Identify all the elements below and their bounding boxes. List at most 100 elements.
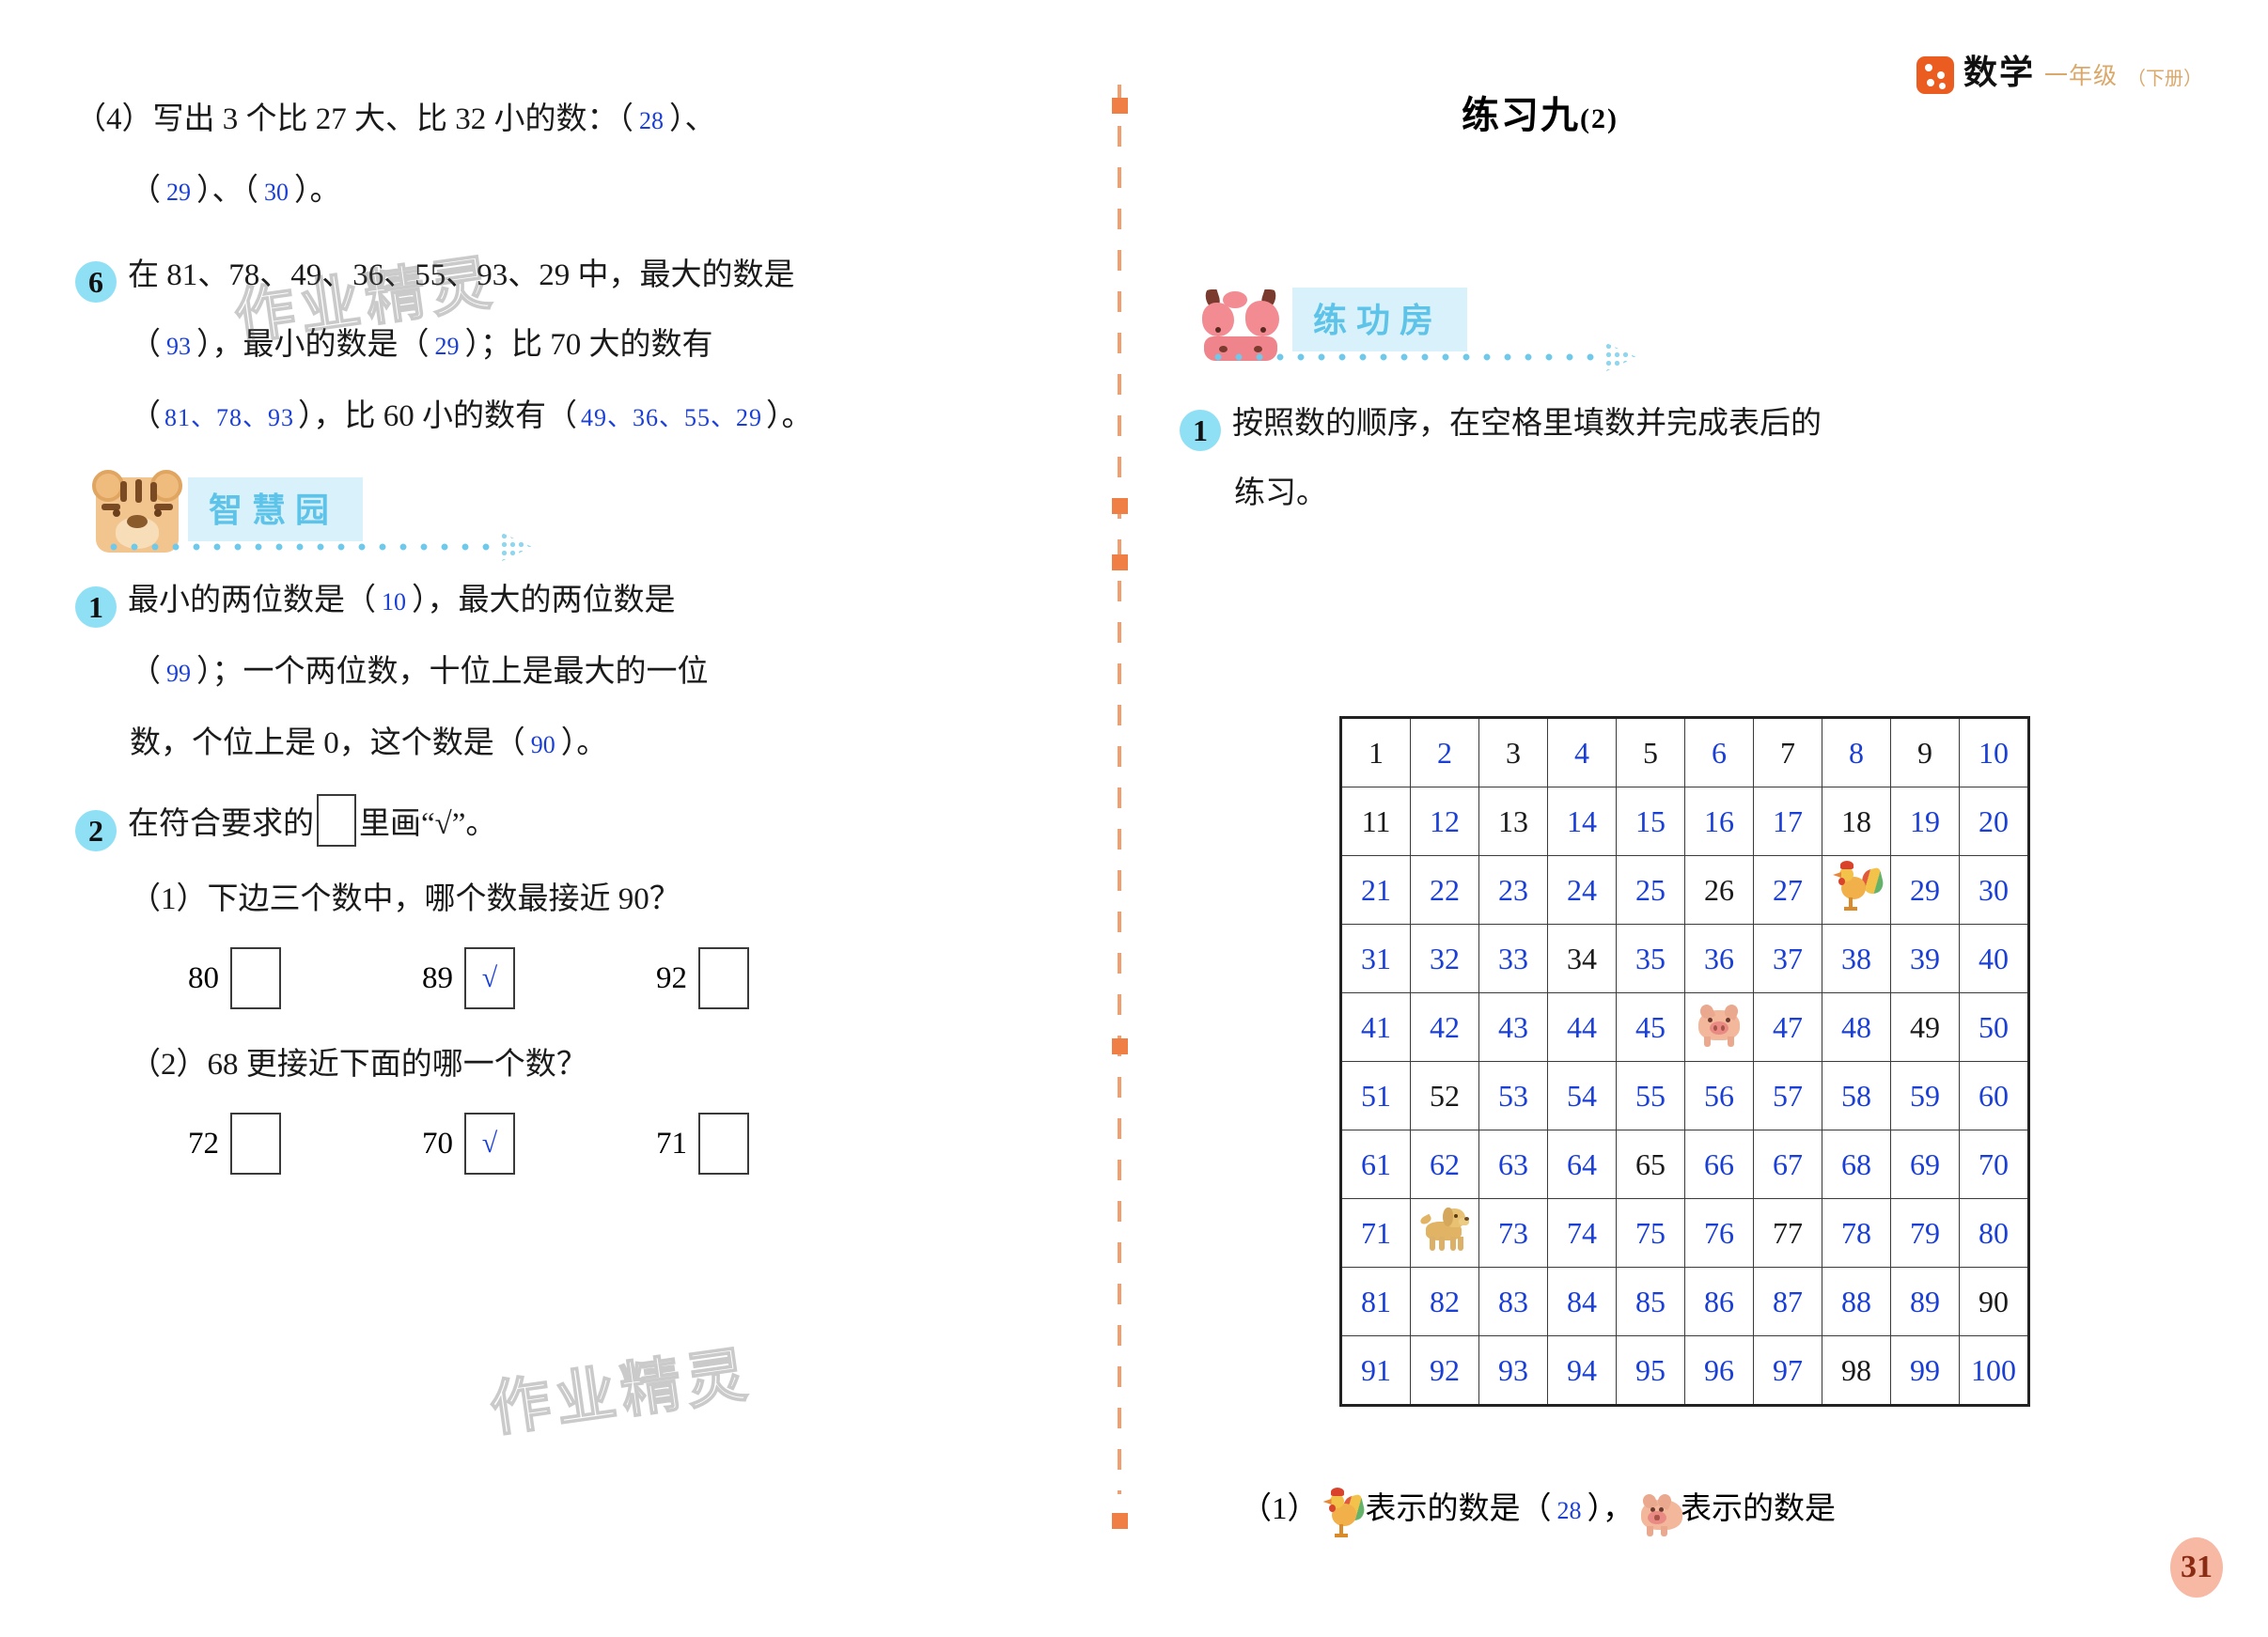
- number-cell[interactable]: 95: [1616, 1335, 1685, 1406]
- number-cell[interactable]: 94: [1547, 1335, 1617, 1406]
- number-cell[interactable]: 40: [1959, 924, 2029, 993]
- number-cell[interactable]: 98: [1822, 1335, 1891, 1406]
- choice-checkbox[interactable]: √: [464, 1113, 515, 1175]
- number-cell[interactable]: 52: [1410, 1061, 1479, 1130]
- number-cell[interactable]: 55: [1616, 1061, 1685, 1130]
- pig-icon-cell[interactable]: [1684, 992, 1754, 1062]
- q4-answer-1[interactable]: 28: [639, 107, 664, 134]
- number-cell[interactable]: 58: [1822, 1061, 1891, 1130]
- number-cell[interactable]: 92: [1410, 1335, 1479, 1406]
- number-cell[interactable]: 99: [1890, 1335, 1960, 1406]
- number-cell[interactable]: 16: [1684, 787, 1754, 856]
- rooster-icon-cell[interactable]: [1822, 855, 1891, 925]
- choice-item[interactable]: 80: [188, 947, 281, 1009]
- number-cell[interactable]: 51: [1340, 1061, 1411, 1130]
- number-cell[interactable]: 49: [1890, 992, 1960, 1062]
- number-cell[interactable]: 8: [1822, 717, 1891, 787]
- number-cell[interactable]: 100: [1959, 1335, 2029, 1406]
- number-cell[interactable]: 47: [1753, 992, 1822, 1062]
- q4-answer-2[interactable]: 29: [166, 179, 191, 206]
- number-cell[interactable]: 84: [1547, 1267, 1617, 1336]
- choice-checkbox[interactable]: √: [464, 947, 515, 1009]
- number-cell[interactable]: 50: [1959, 992, 2029, 1062]
- number-cell[interactable]: 2: [1410, 717, 1479, 787]
- number-cell[interactable]: 65: [1616, 1130, 1685, 1199]
- number-cell[interactable]: 6: [1684, 717, 1754, 787]
- number-cell[interactable]: 11: [1340, 787, 1411, 856]
- number-cell[interactable]: 67: [1753, 1130, 1822, 1199]
- number-cell[interactable]: 87: [1753, 1267, 1822, 1336]
- number-cell[interactable]: 20: [1959, 787, 2029, 856]
- choice-item[interactable]: 89 √: [422, 947, 515, 1009]
- number-cell[interactable]: 61: [1340, 1130, 1411, 1199]
- number-cell[interactable]: 57: [1753, 1061, 1822, 1130]
- choice-item[interactable]: 70 √: [422, 1113, 515, 1175]
- number-cell[interactable]: 27: [1753, 855, 1822, 925]
- number-cell[interactable]: 79: [1890, 1198, 1960, 1268]
- number-cell[interactable]: 74: [1547, 1198, 1617, 1268]
- number-cell[interactable]: 13: [1478, 787, 1548, 856]
- number-cell[interactable]: 35: [1616, 924, 1685, 993]
- number-cell[interactable]: 59: [1890, 1061, 1960, 1130]
- number-cell[interactable]: 88: [1822, 1267, 1891, 1336]
- number-cell[interactable]: 39: [1890, 924, 1960, 993]
- number-cell[interactable]: 60: [1959, 1061, 2029, 1130]
- number-cell[interactable]: 42: [1410, 992, 1479, 1062]
- wq1-answer-1[interactable]: 10: [382, 588, 406, 616]
- number-cell[interactable]: 73: [1478, 1198, 1548, 1268]
- number-cell[interactable]: 19: [1890, 787, 1960, 856]
- q6-answer-greater-70[interactable]: 81、78、93: [164, 404, 295, 431]
- number-cell[interactable]: 69: [1890, 1130, 1960, 1199]
- number-cell[interactable]: 5: [1616, 717, 1685, 787]
- number-cell[interactable]: 48: [1822, 992, 1891, 1062]
- q4-answer-3[interactable]: 30: [264, 179, 289, 206]
- dog-icon-cell[interactable]: [1410, 1198, 1479, 1268]
- number-cell[interactable]: 15: [1616, 787, 1685, 856]
- number-cell[interactable]: 23: [1478, 855, 1548, 925]
- number-cell[interactable]: 26: [1684, 855, 1754, 925]
- wq1-answer-2[interactable]: 99: [166, 660, 191, 687]
- number-cell[interactable]: 75: [1616, 1198, 1685, 1268]
- number-cell[interactable]: 81: [1340, 1267, 1411, 1336]
- number-cell[interactable]: 89: [1890, 1267, 1960, 1336]
- number-cell[interactable]: 68: [1822, 1130, 1891, 1199]
- q6-answer-less-60[interactable]: 49、36、55、29: [581, 404, 763, 431]
- number-cell[interactable]: 7: [1753, 717, 1822, 787]
- q6-answer-min[interactable]: 29: [434, 333, 460, 360]
- number-cell[interactable]: 10: [1959, 717, 2029, 787]
- number-cell[interactable]: 25: [1616, 855, 1685, 925]
- hundred-number-table[interactable]: 1 2 3 4 5 6 7 8 9 10 11 12 13 14 15 16 17 18 19 20 21 22 23 24 2…: [1339, 716, 2030, 1407]
- sub1-answer[interactable]: 28: [1556, 1497, 1582, 1524]
- number-cell[interactable]: 96: [1684, 1335, 1754, 1406]
- number-cell[interactable]: 22: [1410, 855, 1479, 925]
- number-cell[interactable]: 43: [1478, 992, 1548, 1062]
- number-cell[interactable]: 4: [1547, 717, 1617, 787]
- number-cell[interactable]: 93: [1478, 1335, 1548, 1406]
- number-cell[interactable]: 37: [1753, 924, 1822, 993]
- number-cell[interactable]: 30: [1959, 855, 2029, 925]
- number-cell[interactable]: 83: [1478, 1267, 1548, 1336]
- number-cell[interactable]: 12: [1410, 787, 1479, 856]
- number-cell[interactable]: 71: [1340, 1198, 1411, 1268]
- number-cell[interactable]: 54: [1547, 1061, 1617, 1130]
- number-cell[interactable]: 91: [1340, 1335, 1411, 1406]
- number-cell[interactable]: 34: [1547, 924, 1617, 993]
- number-cell[interactable]: 70: [1959, 1130, 2029, 1199]
- number-cell[interactable]: 76: [1684, 1198, 1754, 1268]
- number-cell[interactable]: 77: [1753, 1198, 1822, 1268]
- q6-answer-max[interactable]: 93: [166, 333, 191, 360]
- number-cell[interactable]: 21: [1340, 855, 1411, 925]
- number-cell[interactable]: 86: [1684, 1267, 1754, 1336]
- number-cell[interactable]: 63: [1478, 1130, 1548, 1199]
- number-cell[interactable]: 45: [1616, 992, 1685, 1062]
- number-cell[interactable]: 80: [1959, 1198, 2029, 1268]
- number-cell[interactable]: 62: [1410, 1130, 1479, 1199]
- number-cell[interactable]: 66: [1684, 1130, 1754, 1199]
- number-cell[interactable]: 17: [1753, 787, 1822, 856]
- choice-checkbox[interactable]: [230, 1113, 281, 1175]
- choice-checkbox[interactable]: [698, 1113, 749, 1175]
- number-cell[interactable]: 31: [1340, 924, 1411, 993]
- number-cell[interactable]: 36: [1684, 924, 1754, 993]
- number-cell[interactable]: 90: [1959, 1267, 2029, 1336]
- number-cell[interactable]: 24: [1547, 855, 1617, 925]
